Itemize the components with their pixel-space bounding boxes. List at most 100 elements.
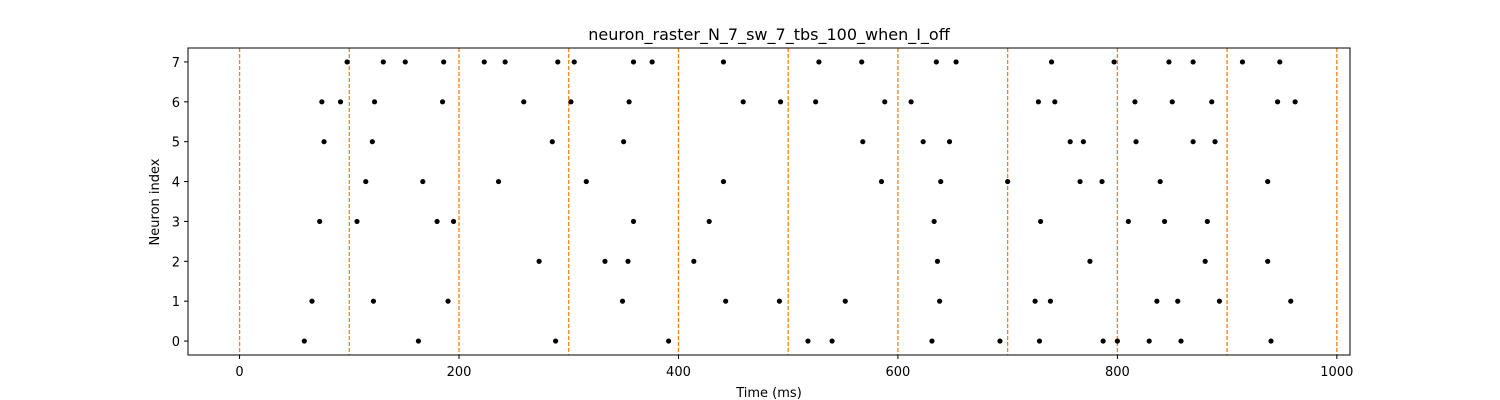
y-tick-label: 6 <box>172 96 180 111</box>
spike-dot <box>1114 338 1120 344</box>
spike-dot <box>1146 338 1152 344</box>
spike-dot <box>602 258 608 264</box>
spike-dot <box>450 218 457 225</box>
y-axis-label: Neuron index <box>148 158 163 245</box>
chart-title: neuron_raster_N_7_sw_7_tbs_100_when_I_of… <box>588 25 950 45</box>
spike-dot <box>1035 99 1041 105</box>
spike-dot <box>666 338 672 344</box>
spike-dot <box>619 298 626 304</box>
spike-dot <box>1032 298 1038 304</box>
spike-dot <box>860 139 866 145</box>
spike-dot <box>946 139 953 145</box>
spike-dot <box>1154 298 1160 304</box>
spike-dot <box>740 99 746 105</box>
y-tick-label: 4 <box>172 176 180 191</box>
spike-dot <box>1037 218 1044 225</box>
spike-dot <box>1265 258 1271 264</box>
spike-dot <box>720 178 727 185</box>
spike-dot <box>571 59 577 65</box>
spike-dot <box>1125 218 1131 225</box>
y-tick-label: 3 <box>172 215 180 230</box>
spike-dot <box>938 178 944 185</box>
spike-dot <box>521 99 527 105</box>
spike-dot <box>1239 59 1246 65</box>
spike-dot <box>1277 59 1283 65</box>
spike-dot <box>552 338 559 344</box>
spike-dot <box>1036 338 1043 344</box>
spike-dot <box>583 178 589 185</box>
spike-dot <box>621 139 627 145</box>
spike-dot <box>691 258 697 264</box>
spike-dot <box>363 178 369 185</box>
spike-dot <box>441 59 447 65</box>
x-tick-label: 800 <box>1105 365 1130 380</box>
spike-dot <box>953 59 959 65</box>
spike-dot <box>997 338 1003 344</box>
x-axis-label: Time (ms) <box>735 386 802 400</box>
spike-dot <box>1202 258 1208 264</box>
spike-dot <box>1166 59 1172 65</box>
spike-dot <box>1132 99 1138 105</box>
spike-dot <box>445 298 451 304</box>
spike-dot <box>1268 338 1274 344</box>
spike-dot <box>1080 139 1086 145</box>
spike-dot <box>1288 298 1294 304</box>
spike-dot <box>1077 178 1083 185</box>
spike-dot <box>439 99 446 105</box>
spike-dot <box>555 59 561 65</box>
spike-dot <box>842 298 848 304</box>
spike-dot <box>1067 139 1073 145</box>
y-tick-label: 2 <box>172 255 180 270</box>
spike-dot <box>1292 99 1298 105</box>
spike-dot <box>1099 178 1105 185</box>
spike-dot <box>380 59 386 65</box>
spike-dot <box>908 99 914 105</box>
spike-dot <box>882 99 888 105</box>
y-tick-label: 7 <box>172 56 180 71</box>
spike-dot <box>625 258 631 264</box>
spike-dot <box>859 59 865 65</box>
spike-dot <box>354 218 360 225</box>
y-tick-label: 0 <box>172 335 180 350</box>
spike-dot <box>1274 99 1281 105</box>
plot-frame <box>187 47 1351 356</box>
spike-dot <box>536 258 542 264</box>
x-tick-label: 200 <box>447 365 472 380</box>
spike-dot <box>344 59 350 65</box>
spike-dot <box>568 99 574 105</box>
spike-dot <box>301 338 307 344</box>
spike-dot <box>1005 178 1011 185</box>
x-tick-label: 600 <box>886 365 911 380</box>
spike-dot <box>1175 298 1181 304</box>
spike-dot <box>1133 139 1139 145</box>
spike-dot <box>415 338 422 344</box>
spike-dot <box>630 59 637 65</box>
spike-markers <box>301 59 1298 344</box>
trial-boundary-lines <box>238 48 1338 355</box>
spike-dot <box>495 178 502 185</box>
spike-dot <box>1100 338 1106 344</box>
spike-dot <box>777 99 784 105</box>
spike-dot <box>309 298 315 304</box>
spike-dot <box>937 298 943 304</box>
x-tick-label: 400 <box>666 365 691 380</box>
spike-dot <box>337 99 344 105</box>
spike-dot <box>1204 218 1210 225</box>
spike-dot <box>371 99 378 105</box>
spike-dot <box>317 218 323 225</box>
spike-dot <box>434 218 440 225</box>
spike-dot <box>929 338 935 344</box>
spike-dot <box>934 258 941 264</box>
spike-dot <box>816 59 822 65</box>
y-tick-label: 1 <box>172 295 180 310</box>
spike-dot <box>933 59 939 65</box>
spike-dot <box>720 59 727 65</box>
spike-dot <box>878 178 885 185</box>
spike-dot <box>829 338 835 344</box>
spike-dot <box>1265 178 1271 185</box>
spike-dot <box>549 139 555 145</box>
spike-dot <box>626 99 632 105</box>
spike-dot <box>706 218 712 225</box>
